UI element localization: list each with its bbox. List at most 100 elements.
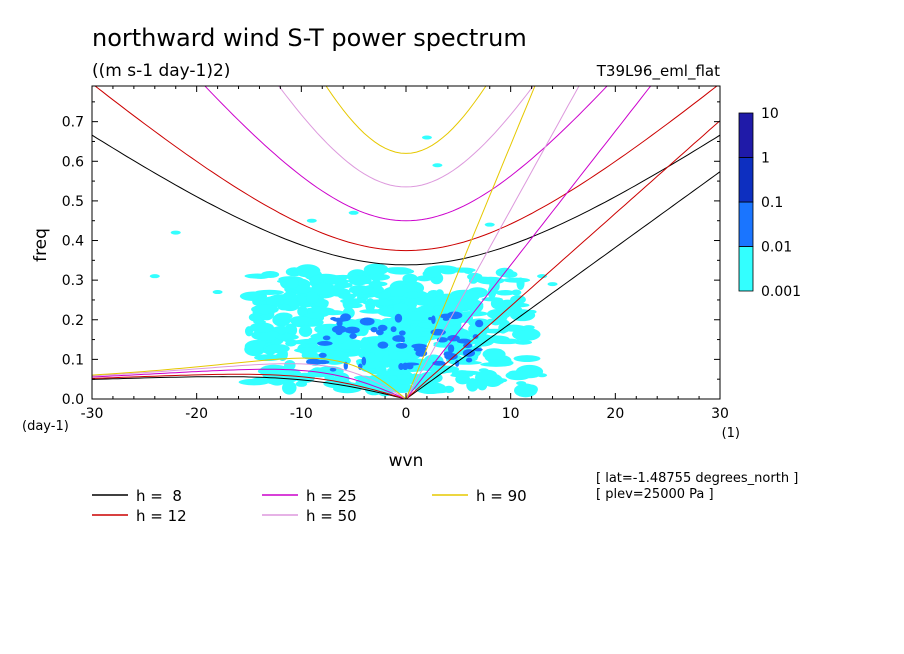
- power-patch-0.001: [293, 347, 324, 354]
- power-patch-0.001: [393, 302, 409, 312]
- power-shading: [149, 135, 558, 398]
- y-axis-label: freq: [31, 228, 51, 262]
- power-patch-0.001: [423, 266, 441, 278]
- x-axis-label: wvn: [389, 451, 424, 471]
- power-patch-0.001: [505, 370, 531, 381]
- colorbar-swatch: [738, 246, 754, 292]
- power-patch-0.001: [149, 274, 160, 279]
- dispersion-curves: [92, 86, 720, 399]
- power-patch-0.01: [344, 326, 360, 334]
- power-patch-0.001: [170, 230, 181, 235]
- power-patch-0.001: [513, 355, 541, 362]
- power-patch-0.001: [358, 288, 384, 294]
- power-patch-0.001: [313, 298, 329, 307]
- power-patch-0.01: [331, 325, 347, 334]
- power-patch-0.001: [359, 309, 387, 314]
- power-patch-0.001: [516, 381, 527, 386]
- power-patch-0.001: [403, 291, 423, 299]
- y-axis-unit: (day-1): [22, 419, 69, 434]
- power-patch-0.001: [476, 379, 488, 391]
- power-patch-0.001: [374, 370, 405, 376]
- x-tick-label: -20: [185, 406, 208, 422]
- power-patch-0.01: [377, 324, 388, 332]
- power-patch-0.001: [398, 379, 414, 385]
- chart-subtitle: ((m s-1 day-1)2): [92, 61, 230, 81]
- kelvin-wave-curve: [405, 86, 536, 399]
- power-patch-0.001: [495, 289, 515, 296]
- axis-ticks: -30 -20 -10 0 10 20 30 0.0 0.1 0.2 0.3 0.4 0.5 0.6 0.7: [62, 86, 729, 422]
- rossby-wave-curve: [92, 357, 407, 399]
- y-tick-label: 0.1: [62, 352, 84, 368]
- rossby-wave-curve: [92, 368, 407, 399]
- inertia-gravity-curve: [325, 86, 487, 154]
- power-patch-0.001: [387, 268, 415, 275]
- x-tick-label: -10: [290, 406, 313, 422]
- power-patch-0.001: [348, 210, 359, 215]
- colorbar: 0.001 0.01 0.1 1 10: [738, 106, 801, 300]
- power-patch-0.001: [433, 305, 443, 311]
- power-patch-0.001: [257, 294, 267, 302]
- power-patch-0.001: [376, 291, 392, 299]
- power-patch-0.001: [285, 340, 297, 347]
- power-patch-0.001: [249, 322, 274, 333]
- inertia-gravity-curve: [204, 86, 608, 222]
- y-tick-label: 0.3: [62, 273, 84, 289]
- power-patch-0.01: [465, 357, 473, 363]
- colorbar-label: 1: [761, 151, 770, 167]
- power-patch-0.01: [472, 334, 479, 339]
- power-patch-0.01: [400, 339, 405, 343]
- power-patch-0.01: [447, 344, 455, 353]
- power-patch-0.001: [265, 343, 290, 354]
- x-tick-label: -30: [81, 406, 104, 422]
- power-patch-0.01: [306, 358, 321, 366]
- colorbar-swatch: [738, 112, 754, 158]
- power-patch-0.001: [298, 325, 313, 337]
- power-patch-0.001: [286, 278, 299, 289]
- power-patch-0.001: [338, 293, 357, 300]
- power-patch-0.01: [349, 333, 357, 340]
- run-label: T39L96_eml_flat: [596, 62, 720, 81]
- colorbar-swatch: [738, 157, 754, 203]
- power-patch-0.01: [361, 356, 367, 366]
- power-patch-0.01: [432, 360, 446, 366]
- power-patch-0.001: [467, 299, 484, 313]
- power-patch-0.001: [277, 303, 291, 311]
- legend-label: h = 12: [136, 507, 187, 525]
- power-patch-0.01: [332, 317, 347, 322]
- x-tick-label: 30: [711, 406, 729, 422]
- colorbar-label: 10: [761, 106, 779, 122]
- power-patch-0.001: [466, 378, 479, 392]
- power-patch-0.001: [510, 302, 530, 308]
- power-patch-0.01: [329, 367, 337, 372]
- colorbar-swatch: [738, 201, 754, 247]
- power-patch-0.001: [405, 311, 431, 321]
- power-patch-0.001: [323, 278, 350, 285]
- power-patch-0.001: [275, 353, 286, 358]
- power-patch-0.001: [317, 350, 349, 364]
- chart-title: northward wind S-T power spectrum: [92, 24, 527, 52]
- power-patch-0.01: [402, 362, 409, 371]
- power-patch-0.001: [514, 383, 538, 398]
- power-patch-0.001: [511, 289, 522, 296]
- kelvin-wave-curve: [405, 86, 580, 399]
- power-patch-0.001: [366, 352, 376, 363]
- power-patch-0.001: [306, 218, 317, 223]
- power-patch-0.001: [297, 305, 308, 317]
- inertia-gravity-curve: [94, 86, 718, 252]
- power-patch-0.001: [547, 282, 558, 287]
- power-patch-0.001: [414, 382, 447, 395]
- power-patch-0.001: [468, 322, 490, 337]
- power-patch-0.001: [367, 273, 390, 281]
- x-tick-label: 10: [502, 406, 520, 422]
- power-patch-0.001: [306, 290, 319, 304]
- power-patch-0.001: [275, 312, 293, 321]
- power-patch-0.001: [285, 267, 303, 277]
- kelvin-wave-curve: [405, 120, 720, 399]
- power-patch-0.001: [526, 309, 537, 314]
- y-tick-label: 0.4: [62, 234, 84, 250]
- colorbar-label: 0.1: [761, 195, 783, 211]
- power-patch-0.001: [282, 381, 297, 395]
- legend-label: h = 8: [136, 487, 182, 505]
- legend: h = 8 h = 12 h = 25 h = 50 h = 90: [92, 487, 527, 525]
